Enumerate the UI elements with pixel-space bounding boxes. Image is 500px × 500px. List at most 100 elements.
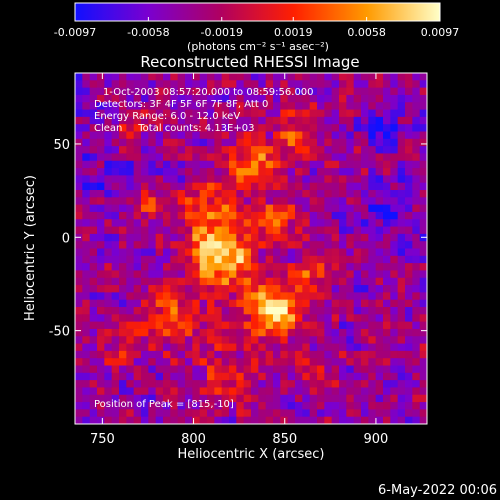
heatmap-cell xyxy=(170,80,179,89)
heatmap-cell xyxy=(207,394,215,403)
heatmap-cell xyxy=(251,350,259,359)
heatmap-cell xyxy=(383,80,391,89)
heatmap-cell xyxy=(199,153,208,162)
heatmap-cell xyxy=(368,372,377,381)
heatmap-cell xyxy=(383,299,391,308)
heatmap-cell xyxy=(221,153,230,162)
heatmap-cell xyxy=(280,160,289,169)
heatmap-cell xyxy=(163,182,171,191)
heatmap-cell xyxy=(199,358,208,367)
heatmap-cell xyxy=(295,409,303,418)
heatmap-cell xyxy=(75,380,83,389)
heatmap-cell xyxy=(89,211,98,220)
heatmap-cell xyxy=(177,307,186,315)
heatmap-cell xyxy=(104,402,113,410)
heatmap-cell xyxy=(405,263,413,272)
heatmap-cell xyxy=(214,248,223,257)
heatmap-cell xyxy=(207,138,215,147)
heatmap-cell xyxy=(251,175,259,184)
heatmap-cell xyxy=(324,219,333,228)
heatmap-cell xyxy=(243,219,252,228)
heatmap-cell xyxy=(133,372,142,381)
heatmap-cell xyxy=(295,350,303,359)
heatmap-cell xyxy=(383,197,391,206)
heatmap-cell xyxy=(163,380,171,389)
heatmap-cell xyxy=(221,226,230,235)
heatmap-cell xyxy=(361,299,369,308)
heatmap-cell xyxy=(199,233,208,242)
heatmap-cell xyxy=(353,182,362,191)
heatmap-cell xyxy=(331,182,340,191)
heatmap-cell xyxy=(236,138,245,147)
heatmap-cell xyxy=(265,116,274,125)
heatmap-cell xyxy=(207,116,215,125)
heatmap-cell xyxy=(75,226,83,235)
heatmap-cell xyxy=(141,270,149,279)
heatmap-cell xyxy=(133,109,142,118)
heatmap-cell xyxy=(251,307,259,315)
heatmap-cell xyxy=(412,175,421,184)
heatmap-cell xyxy=(383,365,391,374)
heatmap-cell xyxy=(258,365,267,374)
heatmap-cell xyxy=(265,241,274,250)
heatmap-cell xyxy=(317,263,325,272)
heatmap-cell xyxy=(119,328,127,337)
heatmap-cell xyxy=(339,211,347,220)
heatmap-cell xyxy=(236,211,245,220)
heatmap-cell xyxy=(412,314,421,323)
heatmap-cell xyxy=(163,168,171,176)
heatmap-cell xyxy=(75,336,83,345)
heatmap-cell xyxy=(287,263,296,272)
colorbar-tick-label: -0.0019 xyxy=(201,26,243,39)
heatmap-cell xyxy=(353,168,362,176)
heatmap-cell xyxy=(375,307,384,315)
heatmap-cell xyxy=(177,350,186,359)
heatmap-cell xyxy=(302,146,311,155)
heatmap-cell xyxy=(412,387,421,396)
heatmap-cell xyxy=(89,233,98,242)
heatmap-cell xyxy=(104,277,113,286)
heatmap-cell xyxy=(236,153,245,162)
heatmap-cell xyxy=(324,409,333,418)
heatmap-cell xyxy=(375,394,384,403)
heatmap-cell xyxy=(126,285,135,293)
heatmap-cell xyxy=(309,372,318,381)
heatmap-cell xyxy=(199,197,208,206)
heatmap-cell xyxy=(82,102,91,111)
heatmap-cell xyxy=(229,263,237,272)
heatmap-cell xyxy=(119,73,127,81)
heatmap-cell xyxy=(353,314,362,323)
heatmap-cell xyxy=(324,387,333,396)
heatmap-cell xyxy=(339,131,347,140)
heatmap-cell xyxy=(258,358,267,367)
heatmap-cell xyxy=(368,190,377,198)
heatmap-cell xyxy=(163,197,171,206)
heatmap-cell xyxy=(309,138,318,147)
heatmap-cell xyxy=(104,336,113,345)
heatmap-cell xyxy=(258,124,267,133)
heatmap-cell xyxy=(287,255,296,264)
heatmap-cell xyxy=(251,182,259,191)
heatmap-cell xyxy=(214,197,223,206)
heatmap-cell xyxy=(280,248,289,257)
heatmap-cell xyxy=(353,94,362,103)
heatmap-cell xyxy=(82,190,91,198)
heatmap-cell xyxy=(177,160,186,169)
heatmap-cell xyxy=(148,372,157,381)
heatmap-cell xyxy=(375,321,384,330)
heatmap-cell xyxy=(243,124,252,133)
heatmap-cell xyxy=(280,124,289,133)
heatmap-cell xyxy=(280,350,289,359)
heatmap-cell xyxy=(236,372,245,381)
heatmap-cell xyxy=(141,292,149,301)
heatmap-cell xyxy=(111,226,120,235)
heatmap-cell xyxy=(192,416,201,424)
heatmap-cell xyxy=(243,160,252,169)
heatmap-cell xyxy=(309,109,318,118)
heatmap-cell xyxy=(390,146,399,155)
heatmap-cell xyxy=(339,277,347,286)
heatmap-cell xyxy=(324,248,333,257)
heatmap-cell xyxy=(89,387,98,396)
heatmap-cell xyxy=(390,307,399,315)
heatmap-cell xyxy=(353,87,362,96)
